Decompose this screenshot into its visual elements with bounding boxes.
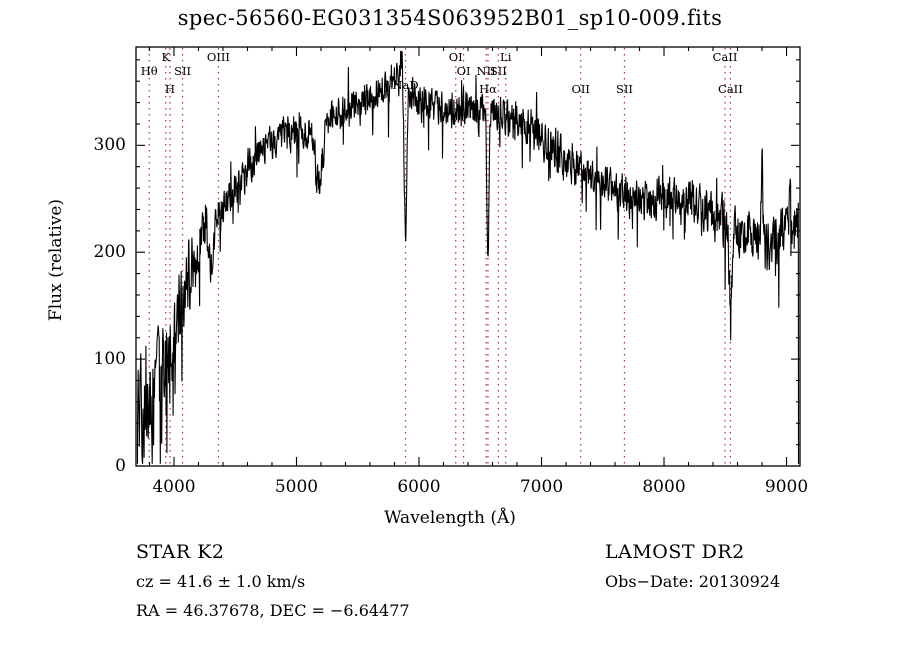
spectral-line-label: Hθ [140,64,158,78]
spectral-line-label: SII [174,64,192,78]
x-axis-label: Wavelength (Å) [384,508,516,528]
x-tick-label: 5000 [274,477,319,497]
spectral-line-label: NaD [392,78,419,92]
x-tick-label: 4000 [152,477,196,497]
spectral-line-label: SII [615,82,633,96]
x-tick-label: 6000 [397,477,441,497]
y-tick-label: 300 [93,135,126,156]
metadata-left-line: RA = 46.37678, DEC = −6.64477 [136,601,410,620]
plot-svg [135,46,801,467]
spectral-line-label: OI [448,50,463,64]
plot-area: Hθ K H SII OIII NaD OI OI NII Hα SII Li OII SII CaII Ca… [46,46,809,528]
metadata-footer: STAR K2 cz = 41.6 ± 1.0 km/s RA = 46.37678… [0,534,900,650]
spectral-line-label: H [165,82,176,96]
spectral-line-label: OI [456,64,471,78]
figure-title: spec-56560-EG031354S063952B01_sp10-009.f… [177,6,723,30]
y-tick-label: 200 [93,242,126,263]
y-tick-label: 100 [93,349,126,370]
spectral-line-label: OIII [206,50,230,64]
metadata-right: LAMOST DR2 Obs−Date: 20130924 [605,538,780,596]
y-tick-label: 0 [115,456,126,476]
spectral-line-label: OII [571,82,590,96]
spectral-line-label: SII [489,64,507,78]
metadata-left-line: cz = 41.6 ± 1.0 km/s [136,572,306,591]
metadata-right-line: Obs−Date: 20130924 [605,572,781,591]
spectral-line-label: K [161,50,171,64]
x-tick-label: 9000 [764,477,809,497]
spectral-line-label: Hα [479,82,497,96]
spectral-line-label: Li [500,50,512,64]
x-tick-label: 8000 [642,477,686,497]
spectral-line-label: CaII [718,82,743,96]
spectral-line-label: CaII [712,50,738,64]
spectral-line-label: NII [476,64,496,78]
metadata-right-line: LAMOST DR2 [605,541,745,563]
x-tick-label: 7000 [519,477,564,497]
metadata-left: STAR K2 cz = 41.6 ± 1.0 km/s RA = 46.37678… [136,538,410,625]
metadata-left-line: STAR K2 [136,541,225,563]
y-axis-label: Flux (relative) [46,198,66,322]
